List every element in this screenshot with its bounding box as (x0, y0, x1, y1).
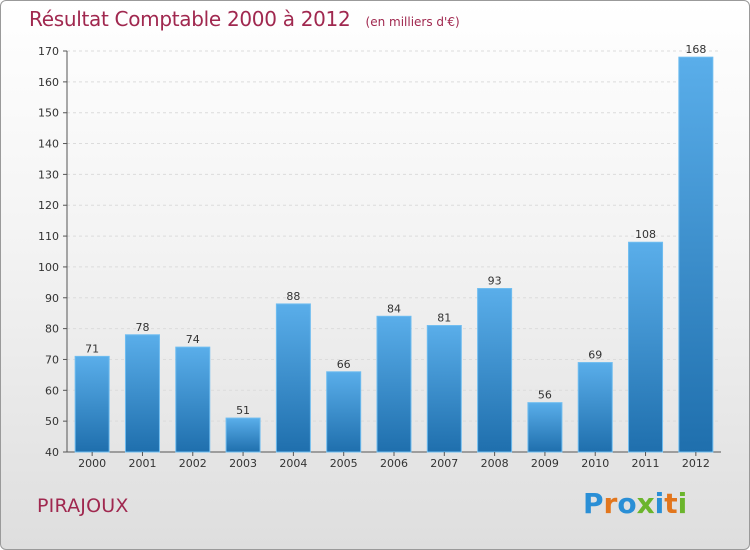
x-tick-label: 2007 (430, 457, 458, 470)
bar-value-label: 93 (488, 275, 502, 288)
bar (74, 355, 110, 453)
y-tick-label: 100 (38, 261, 59, 274)
x-tick-label: 2004 (279, 457, 307, 470)
bar (376, 315, 412, 453)
bar-value-label: 81 (437, 312, 451, 325)
bar-value-label: 108 (635, 228, 656, 241)
bar (477, 288, 513, 453)
y-tick-label: 50 (45, 415, 59, 428)
x-tick-label: 2005 (330, 457, 358, 470)
bar (275, 303, 311, 453)
chart-title: Résultat Comptable 2000 à 2012 (29, 7, 351, 31)
x-tick-label: 2009 (531, 457, 559, 470)
bar (326, 371, 362, 453)
x-tick-label: 2006 (380, 457, 408, 470)
x-tick-label: 2011 (632, 457, 660, 470)
y-tick-label: 60 (45, 384, 59, 397)
bar-value-label: 84 (387, 302, 401, 315)
x-tick-label: 2010 (581, 457, 609, 470)
commune-name: PIRAJOUX (37, 495, 129, 517)
bar-value-label: 56 (538, 389, 552, 402)
bar-value-label: 71 (85, 342, 99, 355)
bar (678, 56, 714, 453)
logo-letter: t (664, 487, 678, 520)
bar (426, 325, 462, 453)
y-tick-label: 70 (45, 353, 59, 366)
logo-letter: P (583, 487, 604, 520)
y-tick-label: 120 (38, 199, 59, 212)
y-tick-label: 150 (38, 107, 59, 120)
y-tick-label: 80 (45, 323, 59, 336)
bar-value-label: 66 (337, 358, 351, 371)
x-tick-label: 2003 (229, 457, 257, 470)
logo-letter: o (617, 487, 637, 520)
y-tick-label: 110 (38, 230, 59, 243)
logo-letter: i (654, 487, 665, 520)
x-tick-label: 2012 (682, 457, 710, 470)
x-tick-label: 2001 (128, 457, 156, 470)
bar (124, 334, 160, 453)
bar (628, 241, 664, 453)
y-tick-label: 140 (38, 138, 59, 151)
y-tick-label: 90 (45, 292, 59, 305)
bar (527, 402, 563, 453)
bar-value-label: 168 (685, 43, 706, 56)
bar-value-label: 74 (186, 333, 200, 346)
logo-letter: i (677, 487, 688, 520)
bar-value-label: 78 (135, 321, 149, 334)
bar (175, 346, 211, 453)
chart-subtitle: (en milliers d'€) (365, 15, 460, 29)
y-tick-label: 160 (38, 76, 59, 89)
x-tick-label: 2002 (179, 457, 207, 470)
bar (577, 362, 613, 453)
logo-letter: x (636, 487, 655, 520)
y-tick-label: 40 (45, 446, 59, 459)
x-tick-label: 2008 (481, 457, 509, 470)
chart-title-row: Résultat Comptable 2000 à 2012 (en milli… (29, 7, 460, 31)
y-tick-label: 130 (38, 168, 59, 181)
y-tick-label: 170 (38, 45, 59, 58)
bar-value-label: 88 (286, 290, 300, 303)
logo-letter: r (603, 487, 618, 520)
bar (225, 417, 261, 453)
proxiti-logo: Proxiti (583, 487, 687, 520)
bar-value-label: 51 (236, 404, 250, 417)
x-tick-label: 2000 (78, 457, 106, 470)
bar-value-label: 69 (588, 349, 602, 362)
